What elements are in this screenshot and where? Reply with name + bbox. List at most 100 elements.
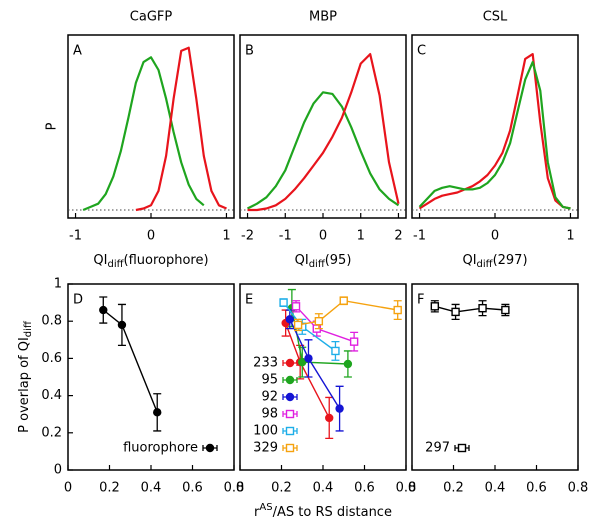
x-tick-label: 0 [64,481,72,496]
panel: CSL C -1 0 1 [411,10,579,244]
x-axis-label-part: (95) [325,253,352,268]
data-point [298,357,307,367]
legend-marker [285,358,295,368]
panel: E 0 0.2 0.4 0.6 0.8 233 95 92 98 100 329 [236,283,417,496]
x-axis-label-part: /AS to RS distance [273,505,392,519]
x-tick-label: 0.4 [485,481,506,496]
legend-marker [285,443,295,453]
series-line [284,322,330,419]
legend-label: 233 [253,356,278,371]
data-point [153,408,162,417]
legend-label: 329 [253,441,278,456]
x-tick-label: 0.2 [99,481,120,496]
x-tick-label: 1 [566,229,574,244]
x-tick-label: 0.4 [141,481,162,496]
y-tick-label: 1 [54,277,62,292]
x-tick-label: 1 [222,229,230,244]
y-axis-label: P [45,122,60,130]
density-curve [135,46,227,212]
legend-marker [285,409,295,419]
panel: MBP B -2 -1 0 1 2 [239,10,407,244]
y-axis-label-part: P overlap of QI [17,337,32,433]
x-tick-label: 0.2 [443,481,464,496]
x-tick-label: 0.6 [526,481,547,496]
plot-frame [67,34,235,219]
x-axis-label: rAS/AS to RS distance [254,502,392,519]
data-point [343,359,353,369]
x-axis-label-part: (297) [493,253,528,268]
x-tick-label: 0 [147,229,155,244]
x-tick-label: 0.6 [182,481,203,496]
density-curve [247,91,400,210]
legend-marker [205,443,215,453]
panel-letter: D [73,293,83,308]
series-line [102,309,158,413]
x-tick-label: -1 [69,229,82,244]
panel: F 0 0.2 0.4 0.6 0.8 297 [408,283,589,496]
x-axis-label-part: diff [477,259,494,270]
data-point [293,320,303,330]
x-axis-label-part: diff [309,259,326,270]
x-axis-label-part: QI [295,253,309,268]
legend-label: fluorophore [123,441,198,456]
data-point [285,315,294,324]
x-axis-label: QIdiff(fluorophore) [93,253,208,271]
x-tick-label: 0.8 [568,481,589,496]
legend-marker [457,443,467,453]
panel-title: CSL [483,10,508,25]
data-point [335,404,344,413]
panel-title: MBP [309,10,337,25]
y-axis-label: P overlap of QIdiff [17,320,35,433]
data-point [117,320,127,330]
panel: CaGFP A -1 0 1 [67,10,235,244]
series-line [297,299,398,326]
panel-title: CaGFP [130,10,173,25]
data-point [314,317,324,326]
data-point [430,302,440,311]
legend-label: 92 [261,390,278,405]
x-tick-label: 0.4 [313,481,334,496]
data-point [349,337,359,346]
data-point [501,305,510,315]
panel-letter: E [245,293,253,308]
legend-label: 98 [261,407,278,422]
x-axis-label-part: diff [108,259,125,270]
x-axis-label-part: (fluorophore) [124,253,209,268]
density-curve [82,56,205,212]
y-tick-label: 0.4 [41,388,62,403]
legend-label: 100 [253,424,278,439]
density-curve [247,53,400,212]
y-tick-label: 0.8 [41,314,62,329]
x-tick-label: 1 [357,229,365,244]
x-tick-label: 0.8 [396,481,417,496]
x-tick-label: -1 [413,229,426,244]
panel-letter: C [417,44,426,59]
data-point [304,354,313,363]
x-tick-label: 0.2 [271,481,292,496]
series-line [434,305,506,313]
data-point [291,302,301,311]
x-tick-label: 2 [394,229,402,244]
density-curve [418,53,571,210]
legend-label: 297 [425,441,450,456]
x-axis-label: QIdiff(297) [462,253,527,271]
panel-letter: B [245,44,254,59]
x-axis-label: QIdiff(95) [295,253,352,271]
y-tick-label: 0.2 [41,425,62,440]
data-point [325,413,334,423]
data-point [339,296,348,305]
data-point [331,346,340,356]
x-tick-label: 0 [491,229,499,244]
data-point [279,298,288,307]
data-point [451,307,460,317]
x-tick-label: 0.6 [354,481,375,496]
x-axis-label-part: QI [93,253,107,268]
panel-letter: A [73,44,82,59]
x-tick-label: 0 [319,229,327,244]
x-tick-label: 0 [408,481,416,496]
data-point [393,305,402,315]
y-tick-label: 0 [54,463,62,478]
x-axis-label-part: AS [259,502,272,513]
